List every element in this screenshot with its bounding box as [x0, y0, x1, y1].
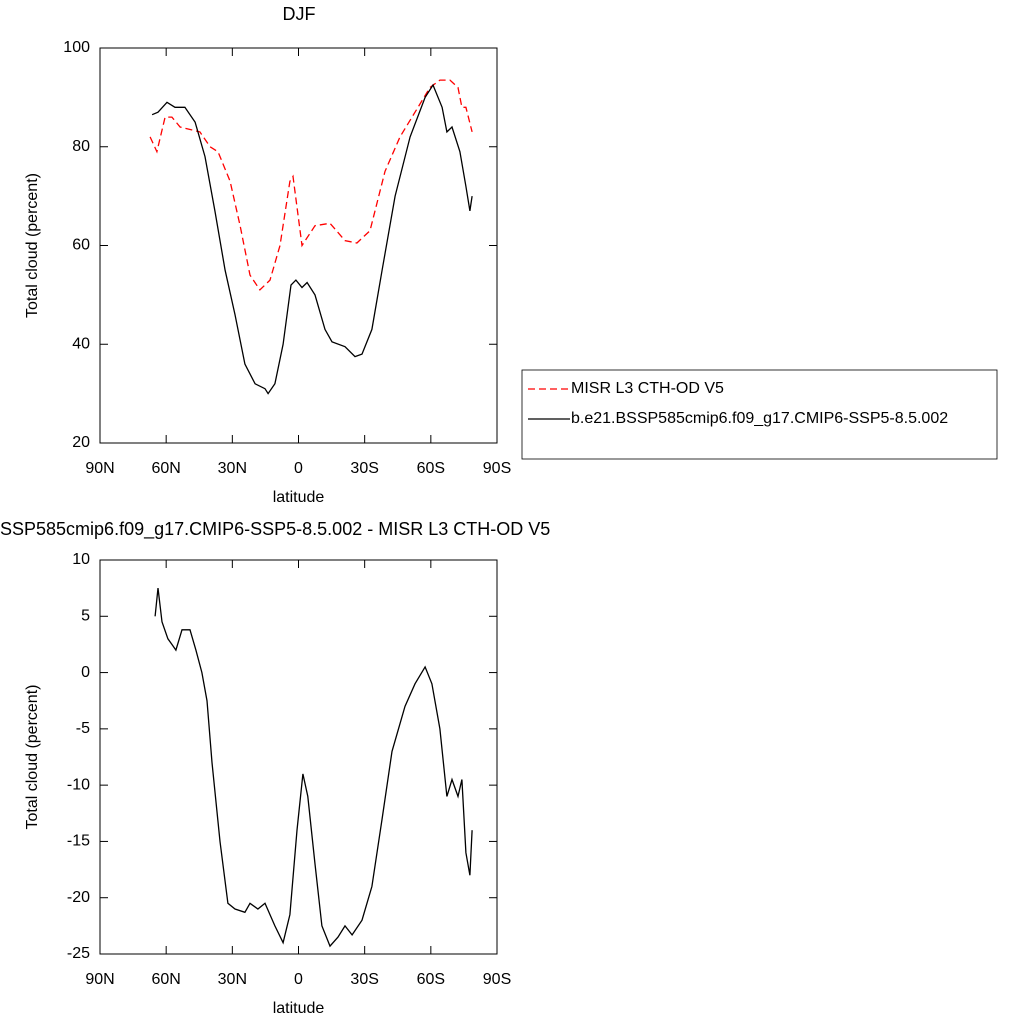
x-tick-label: 90S — [483, 460, 511, 477]
y-tick-label: -5 — [76, 720, 90, 737]
x-tick-label: 90N — [85, 460, 114, 477]
x-axis-label: latitude — [273, 1000, 325, 1017]
x-tick-label: 60N — [151, 971, 180, 988]
legend-label: MISR L3 CTH-OD V5 — [571, 380, 724, 397]
legend-box — [521, 369, 998, 460]
y-tick-label: -10 — [67, 776, 90, 793]
x-tick-label: 30N — [218, 460, 247, 477]
x-tick-label: 30S — [350, 971, 378, 988]
data-line — [149, 79, 473, 291]
x-tick-label: 60S — [417, 971, 445, 988]
x-tick-label: 90N — [85, 971, 114, 988]
x-tick-label: 90S — [483, 971, 511, 988]
x-tick-label: 30N — [218, 971, 247, 988]
y-axis-label: Total cloud (percent) — [24, 685, 41, 830]
plot-frame — [99, 559, 498, 955]
y-tick-label: 60 — [72, 237, 90, 254]
y-tick-label: 80 — [72, 138, 90, 155]
chart-title: SSP585cmip6.f09_g17.CMIP6-SSP5-8.5.002 -… — [0, 519, 550, 540]
y-tick-label: 40 — [72, 335, 90, 352]
y-tick-label: -25 — [67, 945, 90, 962]
y-tick-label: 100 — [63, 39, 90, 56]
y-tick-label: 0 — [81, 664, 90, 681]
y-tick-label: -15 — [67, 833, 90, 850]
data-line — [151, 83, 473, 395]
y-axis-label: Total cloud (percent) — [24, 173, 41, 318]
x-tick-label: 30S — [350, 460, 378, 477]
x-tick-label: 0 — [294, 460, 303, 477]
y-tick-label: 5 — [81, 608, 90, 625]
y-tick-label: -20 — [67, 889, 90, 906]
y-tick-label: 10 — [72, 551, 90, 568]
x-axis-label: latitude — [273, 489, 325, 506]
x-tick-label: 60S — [417, 460, 445, 477]
chart-title: DJF — [283, 4, 316, 24]
data-line — [154, 588, 473, 948]
x-tick-label: 0 — [294, 971, 303, 988]
legend-label: b.e21.BSSP585cmip6.f09_g17.CMIP6-SSP5-8.… — [571, 410, 948, 427]
x-tick-label: 60N — [151, 460, 180, 477]
plot-frame — [99, 47, 498, 444]
y-tick-label: 20 — [72, 434, 90, 451]
